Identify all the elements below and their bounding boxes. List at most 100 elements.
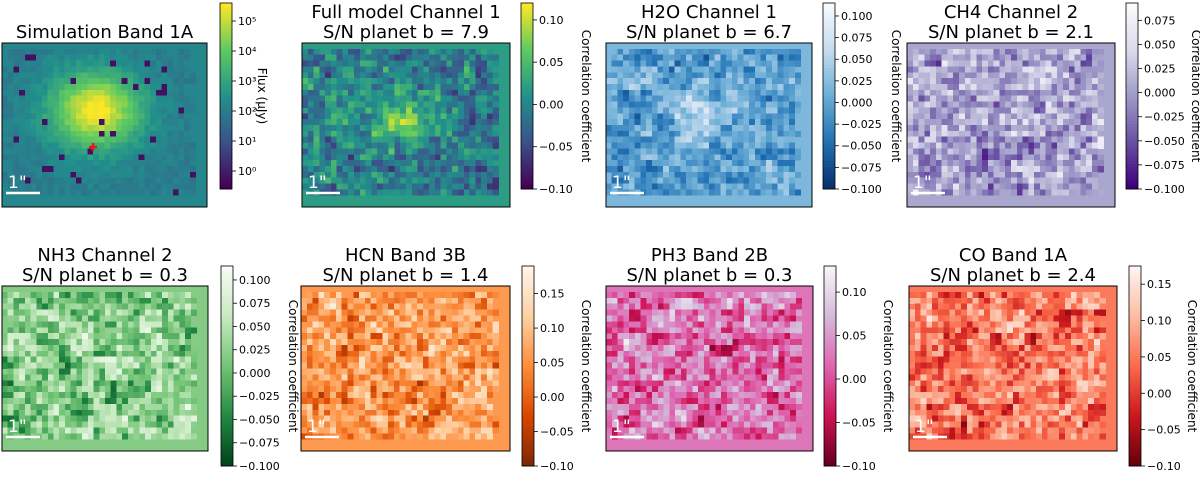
heatmap-cell — [53, 386, 60, 393]
heatmap-cell — [104, 119, 111, 126]
heatmap-cell — [451, 291, 459, 299]
heatmap-cell — [162, 321, 169, 328]
heatmap-cell — [138, 125, 145, 132]
heatmap-cell — [457, 315, 464, 322]
colorbar-label: Correlation coefficient — [1189, 30, 1200, 163]
heatmap-cell — [313, 160, 320, 167]
heatmap-cell — [423, 142, 430, 149]
heatmap-cell — [452, 177, 459, 184]
colorbar-step — [823, 182, 835, 187]
heatmap-cell — [172, 48, 179, 56]
heatmap-cell — [726, 78, 733, 85]
heatmap-cell — [486, 291, 493, 299]
colorbar-tick-label: −0.025 — [1144, 111, 1185, 124]
heatmap-cell — [452, 148, 459, 155]
heatmap-cell — [469, 89, 476, 97]
colorbar-step — [1126, 173, 1138, 178]
panel-title: Simulation Band 1A — [16, 22, 194, 43]
heatmap-cell — [417, 291, 424, 299]
heatmap-cell — [104, 95, 111, 102]
heatmap-cell — [36, 368, 43, 375]
heatmap-cell — [475, 148, 482, 155]
heatmap-cell — [766, 84, 773, 91]
heatmap-cell — [982, 130, 989, 138]
colorbar-step — [220, 164, 232, 168]
heatmap-cell — [406, 160, 413, 167]
heatmap-cell — [1080, 54, 1087, 61]
heatmap-cell — [2, 107, 9, 114]
heatmap-cell — [341, 333, 348, 340]
heatmap-cell — [924, 136, 931, 143]
colorbar-step — [221, 272, 233, 277]
heatmap-cell — [127, 95, 134, 102]
heatmap-cell — [173, 386, 180, 393]
heatmap-cell — [1034, 78, 1041, 85]
heatmap-cell — [714, 113, 721, 120]
heatmap-cell — [82, 356, 89, 363]
heatmap-cell — [1022, 183, 1029, 190]
heatmap-cell — [59, 356, 66, 363]
heatmap-cell — [440, 95, 447, 102]
colorbar-step — [221, 279, 233, 284]
heatmap-cell — [87, 356, 94, 363]
heatmap-cell — [121, 177, 128, 184]
colorbar-tick-label: 0.050 — [239, 320, 271, 333]
colorbar-step — [220, 12, 232, 16]
heatmap-cell — [617, 119, 624, 126]
heatmap-cell — [167, 427, 175, 434]
heatmap-cell — [481, 89, 488, 97]
heatmap-cell — [691, 125, 698, 132]
heatmap-cell — [634, 78, 641, 85]
heatmap-cell — [93, 368, 100, 375]
colorbar-step — [521, 136, 533, 140]
heatmap-cell — [179, 291, 186, 299]
heatmap-cell — [469, 177, 476, 184]
heatmap-cell — [388, 78, 395, 85]
colorbar-tick-label: −0.100 — [1144, 183, 1185, 196]
heatmap-cell — [7, 368, 14, 375]
heatmap-cell — [1051, 125, 1058, 132]
heatmap-cell — [976, 72, 983, 79]
heatmap-cell — [691, 160, 698, 167]
heatmap-cell — [388, 171, 395, 179]
heatmap-cell — [348, 107, 355, 114]
heatmap-cell — [469, 66, 476, 73]
heatmap-cell — [93, 89, 100, 97]
heatmap-cell — [623, 166, 630, 173]
heatmap-cell — [423, 125, 430, 132]
heatmap-cell — [1057, 66, 1064, 73]
heatmap-cell — [941, 154, 948, 161]
heatmap-cell — [76, 297, 83, 305]
heatmap-cell — [189, 177, 197, 184]
heatmap-cell — [428, 291, 435, 299]
heatmap-cell — [371, 136, 378, 143]
heatmap-cell — [411, 119, 418, 126]
heatmap-cell — [388, 54, 395, 61]
heatmap-cell — [617, 95, 624, 102]
heatmap-cell — [760, 154, 767, 161]
heatmap-cell — [82, 433, 89, 440]
heatmap-cell — [359, 84, 366, 91]
heatmap-cells — [907, 48, 1104, 196]
heatmap-cell — [42, 356, 49, 363]
heatmap-cell — [982, 119, 989, 126]
heatmap-cell — [1045, 125, 1052, 132]
heatmap-cell — [1051, 101, 1058, 108]
heatmap-cell — [640, 72, 647, 79]
heatmap-cell — [178, 54, 185, 61]
heatmap-cell — [19, 333, 26, 340]
heatmap-cell — [104, 72, 111, 79]
heatmap-cell — [1074, 183, 1081, 190]
heatmap-cell — [440, 119, 447, 126]
heatmap-cell — [680, 183, 687, 190]
heatmap-cell — [121, 154, 128, 161]
colorbar-step — [823, 21, 835, 26]
heatmap-cell — [1074, 60, 1081, 67]
heatmap-cell — [59, 309, 66, 316]
heatmap-cell — [1045, 142, 1052, 149]
heatmap-cell — [370, 344, 377, 352]
heatmap-cell — [59, 339, 66, 346]
heatmap-cell — [359, 113, 366, 120]
heatmap-cell — [1045, 89, 1052, 97]
heatmap-cell — [1074, 84, 1081, 91]
